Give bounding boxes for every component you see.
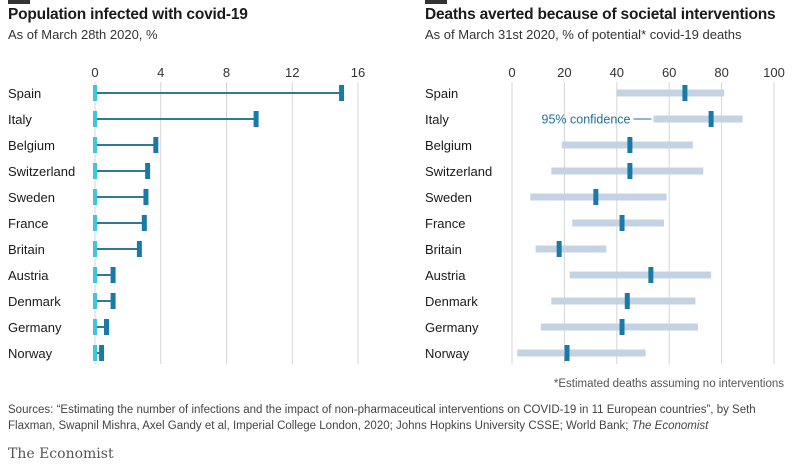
- right-category-label: Norway: [425, 346, 470, 361]
- left-x-tick-label: 12: [285, 65, 299, 80]
- left-category-label: Germany: [8, 320, 62, 335]
- left-bar-end-marker: [141, 215, 147, 231]
- right-estimate-marker: [619, 215, 625, 231]
- left-bar-start-cap: [93, 163, 97, 179]
- left-x-tick-label: 16: [351, 65, 365, 80]
- right-category-label: Spain: [425, 86, 458, 101]
- left-chart-title: Population infected with covid-19: [8, 6, 248, 23]
- brand-logo: The Economist: [8, 446, 114, 462]
- right-category-label: Switzerland: [425, 164, 492, 179]
- left-bar-end-marker: [99, 345, 105, 361]
- right-category-label: Belgium: [425, 138, 472, 153]
- right-chart-tab: [425, 0, 447, 4]
- left-category-label: Spain: [8, 86, 41, 101]
- right-estimate-marker: [627, 163, 633, 179]
- right-category-label: Germany: [425, 320, 479, 335]
- sources: Sources: “Estimating the number of infec…: [8, 402, 788, 434]
- right-estimate-marker: [627, 137, 633, 153]
- left-bar-end-marker: [110, 267, 116, 283]
- right-x-tick-label: 20: [557, 65, 571, 80]
- left-category-label: Norway: [8, 346, 53, 361]
- left-category-label: Austria: [8, 268, 49, 283]
- left-bar-end-marker: [339, 85, 345, 101]
- left-category-label: Denmark: [8, 294, 61, 309]
- right-estimate-marker: [708, 111, 714, 127]
- left-category-label: Belgium: [8, 138, 55, 153]
- right-category-label: Britain: [425, 242, 462, 257]
- left-bar-start-cap: [93, 345, 97, 361]
- left-chart-tab: [8, 0, 30, 4]
- confidence-annotation: 95% confidence: [542, 113, 631, 127]
- left-bar-start-cap: [93, 137, 97, 153]
- sources-text: Sources: “Estimating the number of infec…: [8, 404, 756, 432]
- left-category-label: Sweden: [8, 190, 55, 205]
- left-bar-end-marker: [153, 137, 159, 153]
- right-category-label: Denmark: [425, 294, 478, 309]
- left-bar-start-cap: [93, 293, 97, 309]
- left-category-label: Switzerland: [8, 164, 75, 179]
- right-estimate-marker: [619, 319, 625, 335]
- right-x-tick-label: 80: [714, 65, 728, 80]
- right-category-label: France: [425, 216, 465, 231]
- left-x-tick-label: 8: [223, 65, 230, 80]
- right-x-tick-label: 100: [763, 65, 785, 80]
- sources-italic: The Economist: [631, 420, 709, 432]
- left-bar-end-marker: [143, 189, 149, 205]
- left-bar-end-marker: [136, 241, 142, 257]
- left-category-label: Britain: [8, 242, 45, 257]
- left-bar-end-marker: [253, 111, 259, 127]
- left-bar-start-cap: [93, 319, 97, 335]
- right-x-tick-label: 60: [662, 65, 676, 80]
- right-x-tick-label: 40: [610, 65, 624, 80]
- left-x-tick-label: 0: [91, 65, 98, 80]
- left-bar-start-cap: [93, 241, 97, 257]
- left-bar-start-cap: [93, 267, 97, 283]
- right-estimate-marker: [593, 189, 599, 205]
- right-estimate-marker: [682, 85, 688, 101]
- left-category-label: Italy: [8, 112, 32, 127]
- left-bar-end-marker: [104, 319, 110, 335]
- left-chart-subtitle: As of March 28th 2020, %: [8, 27, 158, 42]
- right-category-label: Austria: [425, 268, 466, 283]
- right-chart-subtitle: As of March 31st 2020, % of potential* c…: [425, 27, 742, 42]
- right-estimate-marker: [624, 293, 630, 309]
- left-bar-start-cap: [93, 85, 97, 101]
- left-bar-start-cap: [93, 215, 97, 231]
- left-bar-end-marker: [110, 293, 116, 309]
- left-bar-start-cap: [93, 189, 97, 205]
- right-estimate-marker: [556, 241, 562, 257]
- right-category-label: Italy: [425, 112, 449, 127]
- right-x-tick-label: 0: [508, 65, 515, 80]
- left-x-tick-label: 4: [157, 65, 164, 80]
- left-bar-start-cap: [93, 111, 97, 127]
- footnote: *Estimated deaths assuming no interventi…: [553, 378, 784, 390]
- left-category-label: France: [8, 216, 48, 231]
- right-estimate-marker: [648, 267, 654, 283]
- left-bar-end-marker: [145, 163, 151, 179]
- right-estimate-marker: [564, 345, 570, 361]
- right-category-label: Sweden: [425, 190, 472, 205]
- right-chart-title: Deaths averted because of societal inter…: [425, 6, 776, 23]
